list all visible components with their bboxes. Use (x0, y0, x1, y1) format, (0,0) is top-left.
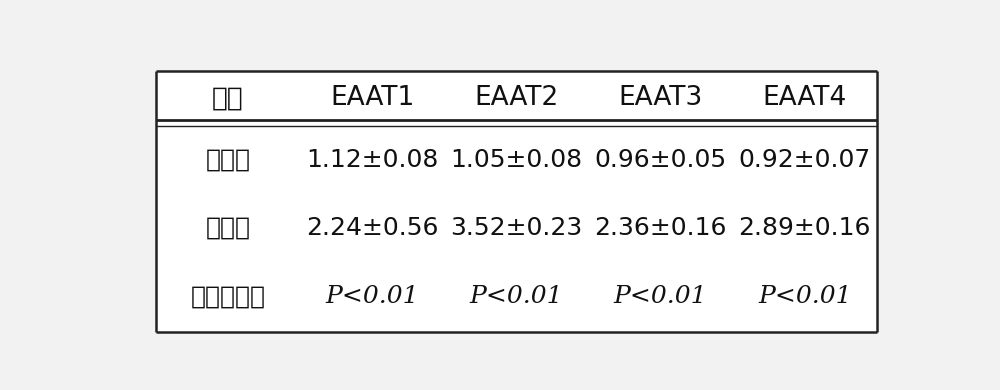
Text: 组别: 组别 (212, 85, 244, 111)
Bar (156, 71, 877, 332)
Text: P<0.01: P<0.01 (325, 285, 419, 308)
Text: 1.12±0.08: 1.12±0.08 (306, 148, 438, 172)
Text: 差异显著性: 差异显著性 (191, 285, 266, 309)
Text: EAAT1: EAAT1 (330, 85, 414, 111)
Text: P<0.01: P<0.01 (614, 285, 707, 308)
Text: 1.05±0.08: 1.05±0.08 (450, 148, 582, 172)
Text: 2.36±0.16: 2.36±0.16 (594, 216, 727, 239)
Text: 3.52±0.23: 3.52±0.23 (450, 216, 582, 239)
Text: 试验组: 试验组 (206, 216, 251, 239)
Text: 0.92±0.07: 0.92±0.07 (739, 148, 871, 172)
Text: 2.89±0.16: 2.89±0.16 (738, 216, 871, 239)
Text: P<0.01: P<0.01 (470, 285, 563, 308)
Text: EAAT2: EAAT2 (474, 85, 558, 111)
Text: EAAT3: EAAT3 (618, 85, 703, 111)
Text: EAAT4: EAAT4 (763, 85, 847, 111)
Text: 0.96±0.05: 0.96±0.05 (594, 148, 727, 172)
Text: P<0.01: P<0.01 (758, 285, 851, 308)
Text: 2.24±0.56: 2.24±0.56 (306, 216, 438, 239)
Text: 对照组: 对照组 (206, 148, 251, 172)
